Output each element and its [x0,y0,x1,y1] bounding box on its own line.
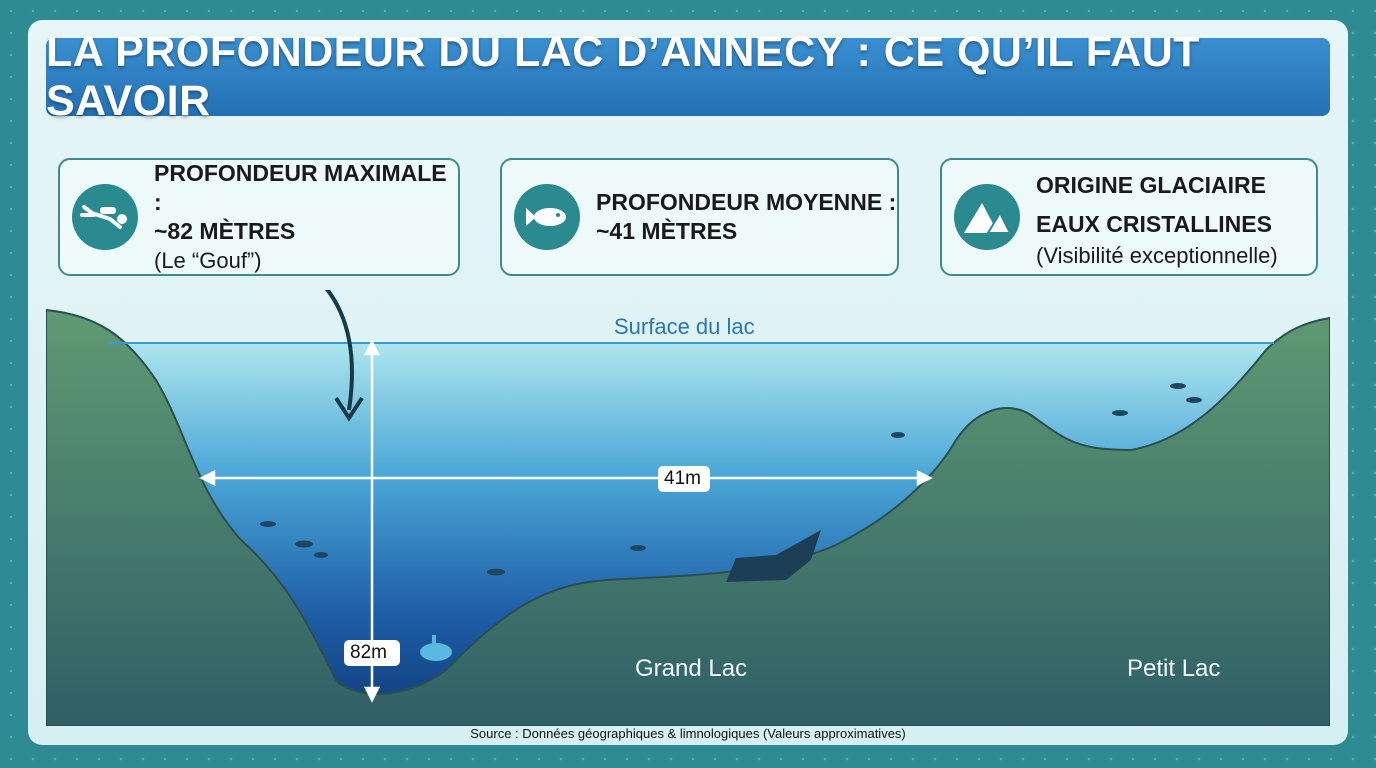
diver-icon [72,184,138,250]
card-title: PROFONDEUR MAXIMALE : [154,160,447,215]
petit-lac-label: Petit Lac [1127,655,1221,682]
card-value: ~82 MÈTRES [154,218,296,244]
lake-terrain [46,308,1330,726]
submarine-icon [420,635,452,661]
surface-label: Surface du lac [614,314,755,339]
mean-depth-label: 41m [664,468,701,489]
card-origin: ORIGINE GLACIAIRE EAUX CRISTALLINES (Visib… [940,158,1318,276]
max-depth-label: 82m [350,642,387,663]
fish-icon [514,184,580,250]
max-depth-badge [344,640,400,666]
source-note: Source : Données géographiques & limnolo… [470,726,906,741]
card-title: ORIGINE GLACIAIRE [1036,172,1267,198]
curved-arrow [324,290,354,411]
lake-cross-section [46,290,1330,726]
shipwreck-icon [726,530,821,582]
mountain-icon [954,184,1020,250]
card-mean-depth: PROFONDEUR MOYENNE : ~41 MÈTRES [500,158,899,276]
grand-lac-label: Grand Lac [635,655,748,682]
mean-depth-badge [658,466,710,492]
fish-school [260,383,1202,576]
card-note: (Le “Gouf”) [154,248,262,273]
card-title: PROFONDEUR MOYENNE : [596,189,897,215]
card-max-depth: PROFONDEUR MAXIMALE : ~82 MÈTRES (Le “Gouf… [58,158,460,276]
card-subtitle: EAUX CRISTALLINES [1036,211,1272,237]
card-value: ~41 MÈTRES [596,218,738,244]
page-title: LA PROFONDEUR DU LAC D’ANNECY : CE QU’IL… [46,28,1330,125]
card-note: (Visibilité exceptionnelle) [1036,243,1278,268]
